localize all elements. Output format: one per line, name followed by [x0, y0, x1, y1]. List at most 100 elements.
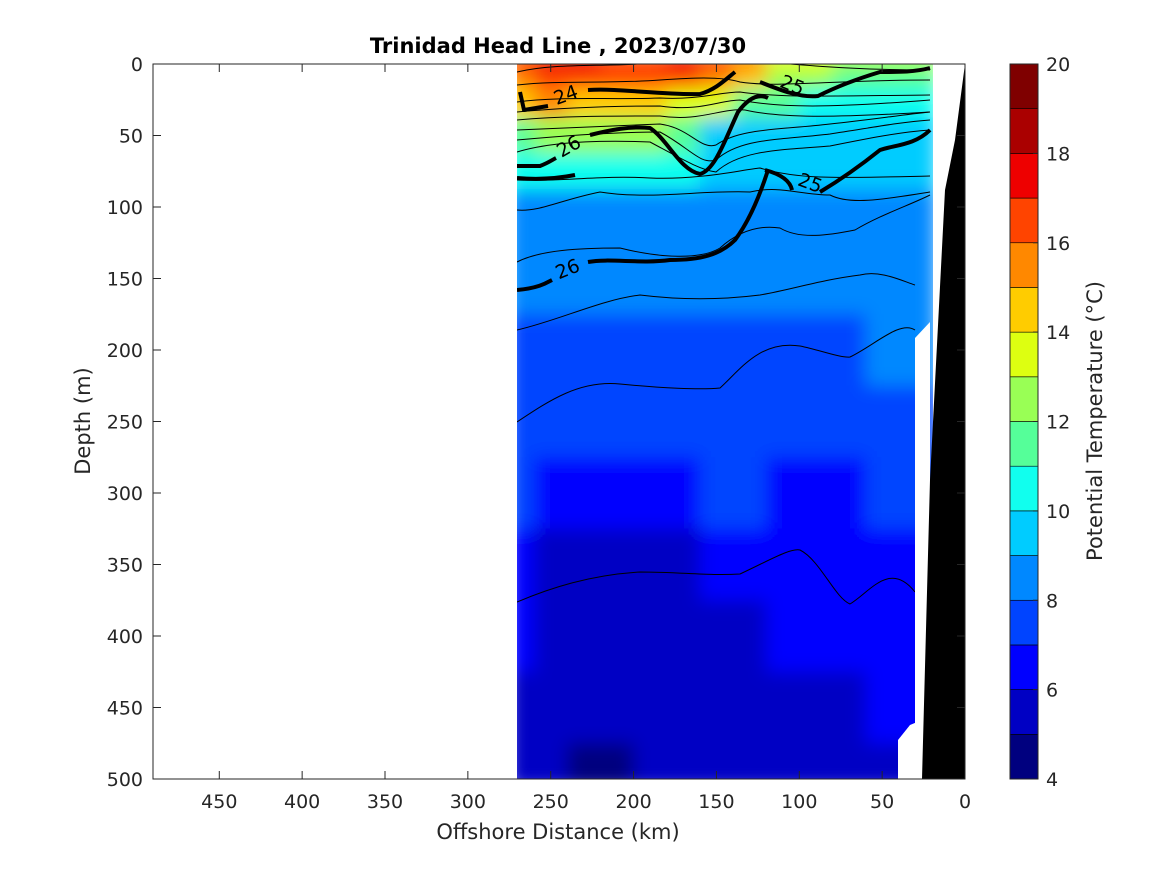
colorbar-band: [1009, 153, 1039, 199]
field-cell: [699, 743, 734, 779]
field-cell: [799, 71, 834, 91]
field-cell: [517, 385, 536, 459]
field-cell: [898, 153, 933, 191]
field-cell: [534, 600, 569, 673]
field-cell: [898, 71, 933, 91]
colorbar-band: [1009, 421, 1039, 467]
field-cell: [600, 71, 635, 91]
colorbar-band: [1009, 555, 1039, 601]
colorbar-band: [1009, 287, 1039, 333]
y-tick-label: 400: [107, 626, 143, 648]
colorbar: 4 6 8 10 12 14 16 18 20: [1009, 54, 1070, 791]
field-cell: [766, 457, 801, 530]
field-cell: [633, 314, 668, 387]
field-cell: [633, 153, 668, 191]
contour-line: [517, 129, 931, 173]
y-tick-label: 150: [107, 269, 143, 291]
field-cell: [567, 117, 602, 155]
x-tick-label: 100: [781, 791, 817, 813]
bold-contours: [517, 66, 932, 292]
field-cell: [517, 600, 536, 673]
field-cell: [733, 600, 768, 673]
field-cell: [766, 385, 801, 459]
field-cell: [865, 242, 900, 316]
field-cell: [733, 385, 768, 459]
x-tick-label: 0: [959, 791, 971, 813]
y-tick-label: 500: [107, 769, 143, 791]
field-cell: [517, 117, 536, 155]
field-cell: [600, 671, 635, 745]
field-cell: [898, 117, 933, 155]
field-cell: [832, 117, 867, 155]
field-cell: [766, 600, 801, 673]
field-cell: [733, 71, 768, 91]
field-cell: [766, 743, 801, 779]
contour-line: [517, 327, 916, 423]
field-cell: [832, 457, 867, 530]
field-cell: [799, 314, 834, 387]
field-cell: [766, 528, 801, 602]
field-cell: [799, 457, 834, 530]
field-cell: [567, 242, 602, 316]
field-cell: [517, 71, 536, 91]
colorbar-band: [1009, 376, 1039, 422]
field-cell: [600, 600, 635, 673]
y-tick-label: 300: [107, 483, 143, 505]
field-cell: [567, 71, 602, 91]
field-cell: [766, 64, 801, 73]
colorbar-tick-label: 10: [1046, 501, 1070, 523]
field-cell: [534, 71, 569, 91]
field-cell: [865, 600, 900, 673]
colorbar-band: [1009, 689, 1039, 735]
field-cell: [733, 528, 768, 602]
x-tick-label: 150: [698, 791, 734, 813]
y-tick-label: 450: [107, 698, 143, 720]
field-cell: [633, 189, 668, 244]
colorbar-band: [1009, 465, 1039, 512]
field-cell: [898, 242, 933, 316]
colorbar-band: [1009, 599, 1039, 646]
field-cell: [865, 385, 900, 459]
field-cell: [534, 528, 569, 602]
field-cell: [666, 242, 701, 316]
colorbar-band: [1009, 242, 1039, 288]
contour-25-upper: [759, 66, 931, 99]
contour-line: [517, 77, 931, 86]
field-cell: [517, 671, 536, 745]
field-cell: [567, 153, 602, 191]
field-cell: [517, 457, 536, 530]
colorbar-band: [1009, 644, 1039, 690]
x-tick-label: 50: [870, 791, 894, 813]
field-cell: [534, 314, 569, 387]
field-cell: [633, 600, 668, 673]
field-cell: [699, 385, 734, 459]
field-cell: [799, 743, 834, 779]
contour-line: [517, 111, 931, 147]
x-tick-label: 300: [450, 791, 486, 813]
contour-25-lower: [517, 94, 769, 176]
colorbar-band: [1009, 108, 1039, 154]
contour-line: [517, 91, 931, 103]
field-cell: [600, 242, 635, 316]
field-cell: [898, 89, 933, 119]
field-cell: [799, 671, 834, 745]
field-cell: [766, 242, 801, 316]
contour-line: [517, 99, 931, 113]
field-cell: [666, 457, 701, 530]
field-cell: [699, 457, 734, 530]
colorbar-band: [1009, 197, 1039, 244]
colorbar-band: [1009, 331, 1039, 378]
colorbar-band: [1009, 63, 1039, 109]
y-tick-label: 250: [107, 412, 143, 434]
field-cell: [600, 457, 635, 530]
field-cell: [666, 600, 701, 673]
field-cell: [699, 528, 734, 602]
field-cell: [898, 64, 933, 73]
field-cell: [832, 385, 867, 459]
contour-line: [517, 549, 916, 605]
field-cell: [799, 89, 834, 119]
field-cell: [865, 457, 900, 530]
field-cell: [666, 743, 701, 779]
field-cell: [600, 189, 635, 244]
